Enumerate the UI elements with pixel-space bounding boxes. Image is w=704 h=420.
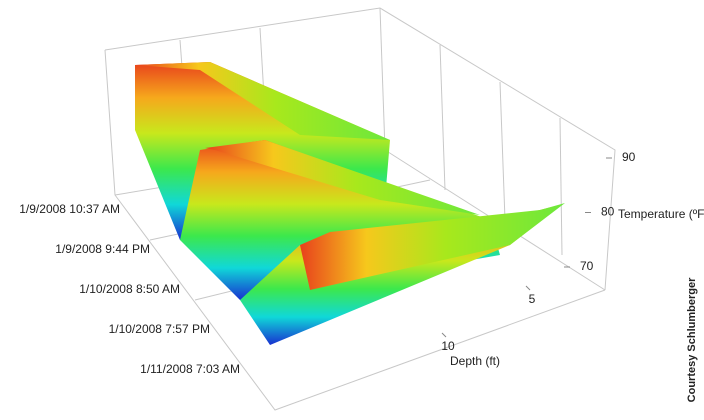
z-axis-label: Temperature (ºF) <box>618 207 704 221</box>
depth-tick-label: 10 <box>441 339 455 353</box>
temp-tick-label: 90 <box>622 150 636 164</box>
surface <box>135 62 565 345</box>
time-tick-label: 1/9/2008 10:37 AM <box>19 202 120 216</box>
depth-tick <box>525 285 531 291</box>
x-axis-label: Depth (ft) <box>450 354 500 368</box>
time-tick-label: 1/10/2008 8:50 AM <box>79 282 180 296</box>
credit: Courtesy Schlumberger <box>686 277 698 402</box>
depth-tick <box>441 332 447 338</box>
depth-tick-label: 5 <box>529 292 536 306</box>
temp-tick-label: 70 <box>580 259 594 273</box>
time-tick-label: 1/10/2008 7:57 PM <box>109 322 210 336</box>
time-tick-label: 1/9/2008 9:44 PM <box>55 242 150 256</box>
temp-tick-label: 80 <box>601 205 615 219</box>
time-tick-label: 1/11/2008 7:03 AM <box>140 362 240 376</box>
